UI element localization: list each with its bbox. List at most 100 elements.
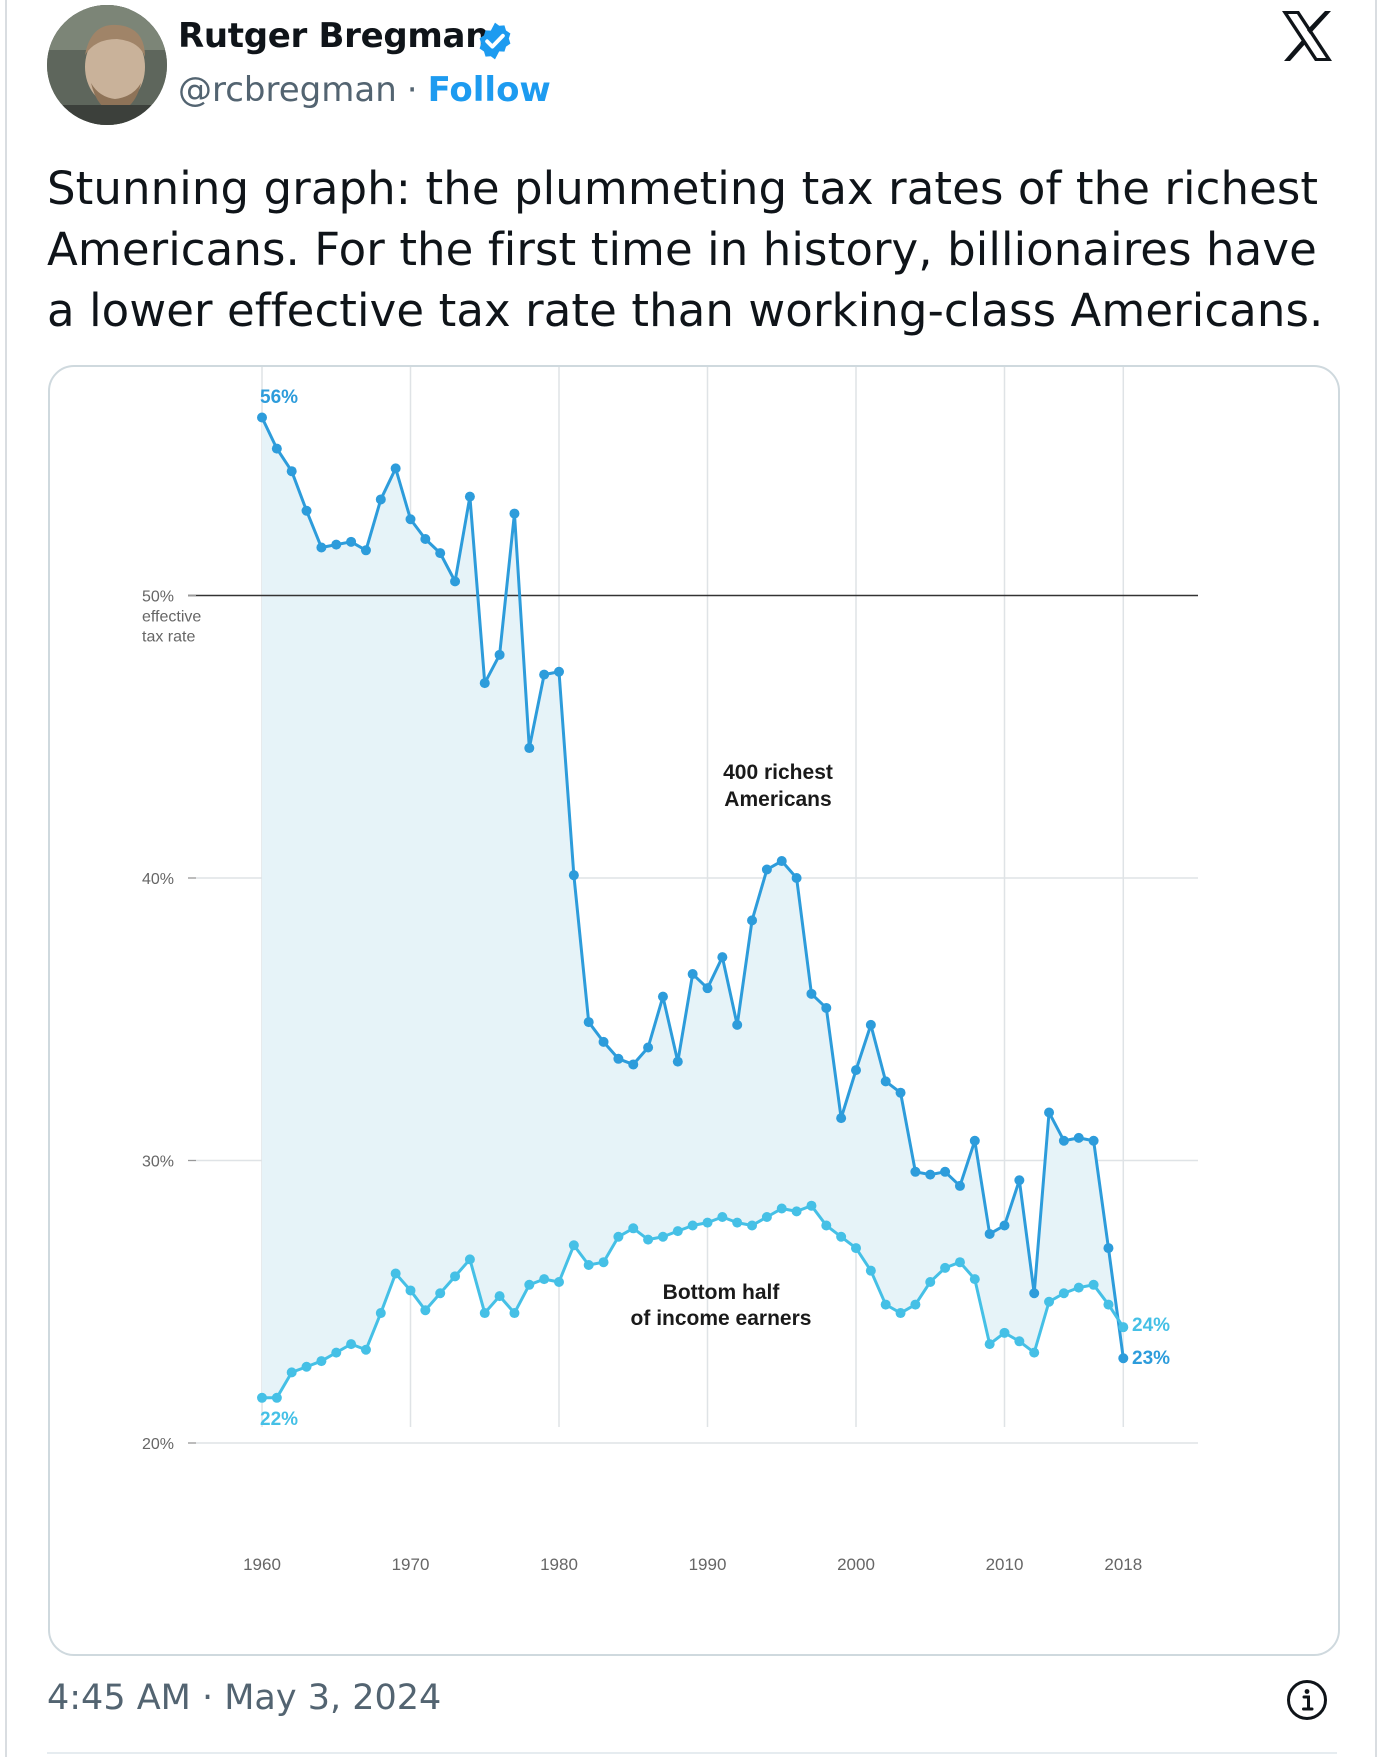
y-tick-label: 40% [142,871,174,888]
rich-series-point [1044,1107,1055,1118]
rich-series-point [1088,1135,1099,1146]
bottom-series-point [346,1339,357,1350]
rich-series-point [851,1065,861,1076]
bottom-series-point [1073,1282,1084,1293]
x-tick-label: 1990 [689,1555,727,1574]
rich-series-point [390,463,401,474]
bottom-series-point [568,1240,579,1251]
bottom-series-point [450,1271,461,1282]
rich-series-point [717,952,728,963]
bottom-series-point [628,1223,639,1234]
rich-series-point [940,1166,951,1177]
bottom-series-point [687,1220,698,1231]
rich-series-point [450,576,461,587]
bottom-series-point [598,1257,609,1268]
bottom-series-point [925,1276,936,1287]
bottom-series-point [836,1231,847,1242]
rich-series-point [1029,1288,1040,1299]
bottom-series-point [479,1308,490,1319]
x-tick-label: 1980 [540,1555,578,1574]
x-tick-label: 1960 [243,1555,281,1574]
rich-series-point [286,466,297,477]
rich-series-point [494,649,505,660]
rich-series-point [984,1228,995,1239]
rich-series-point [910,1166,921,1177]
author-handle[interactable]: @rcbregman [178,70,397,110]
rich-series-point [925,1169,936,1180]
rich-series-point [435,548,446,559]
rich-series-point [568,870,579,881]
tweet-timestamp[interactable]: 4:45 AM · May 3, 2024 [47,1678,442,1718]
bottom-series-point [524,1279,535,1290]
rich-series-point [999,1220,1010,1231]
rich-series-point [821,1002,832,1013]
annotation-rich-end: 23% [1132,1348,1170,1369]
rich-series-point [747,915,758,926]
chart-image[interactable]: 50% effective tax rate 40% 30% 20% 1960 1970 198… [48,365,1340,1656]
rich-series-point [687,969,698,980]
rich-series-point [583,1017,594,1028]
rich-series-point [613,1053,624,1064]
rich-series-point [1058,1135,1069,1146]
avatar[interactable] [47,5,167,125]
bottom-series-point [286,1367,297,1378]
rich-series-point [331,539,342,550]
y-tick-label: tax rate [142,629,195,646]
rich-series-point [643,1042,654,1053]
rich-series-point [598,1036,609,1047]
info-icon[interactable] [1285,1678,1329,1722]
left-frame-border [5,0,7,1757]
bottom-series-point [613,1231,624,1242]
bottom-series-point [1118,1322,1129,1333]
rich-series-point [405,514,416,525]
x-tick-label: 2000 [837,1555,875,1574]
bottom-series-point [583,1260,594,1271]
x-logo-icon[interactable] [1279,10,1335,62]
rich-series-point [346,536,357,547]
author-name[interactable]: Rutger Bregman [178,16,490,56]
bottom-series-point [732,1217,743,1228]
bottom-series-point [851,1243,861,1254]
rich-series-label: Americans [724,788,831,811]
handle-row: @rcbregman · Follow [178,70,551,110]
bottom-series-point [672,1226,683,1237]
y-tick-label: effective [142,609,201,626]
bottom-series-point [761,1212,772,1222]
bottom-series-point [940,1262,951,1273]
rich-series-point [954,1180,965,1191]
bottom-series-point [301,1361,312,1372]
bottom-series-point [360,1344,371,1355]
bottom-divider [47,1752,1337,1754]
y-tick-label: 50% [142,589,174,606]
bottom-series-point [1103,1299,1114,1310]
bottom-series-point [1044,1296,1055,1307]
bottom-series-point [509,1308,520,1319]
bottom-series-point [1014,1336,1025,1347]
bottom-series-point [554,1276,564,1287]
bottom-series-label: Bottom half [663,1281,781,1304]
bottom-series-point [331,1347,342,1358]
rich-series-point [539,669,550,680]
avatar-photo [47,5,167,125]
rich-series-point [1118,1353,1129,1364]
bottom-series-point [405,1285,416,1296]
follow-button[interactable]: Follow [427,70,551,110]
rich-series-point [895,1087,906,1098]
rich-series-point [464,491,475,502]
rich-series-point [375,494,386,505]
rich-series-point [791,873,802,883]
x-tick-label: 1970 [392,1555,430,1574]
rich-series-point [776,856,787,867]
bottom-series-point [494,1291,505,1302]
separator-dot: · [406,70,418,110]
bottom-series-point [435,1288,446,1299]
rich-series-point [806,988,817,999]
bottom-series-point [316,1356,327,1367]
rich-series-point [301,505,312,516]
rich-series-point [316,542,327,553]
y-tick-label: 30% [142,1154,174,1171]
bottom-series-point [464,1254,475,1265]
rich-series-point [257,412,267,423]
rich-series-point [1073,1132,1084,1143]
bottom-series-point [539,1274,550,1285]
